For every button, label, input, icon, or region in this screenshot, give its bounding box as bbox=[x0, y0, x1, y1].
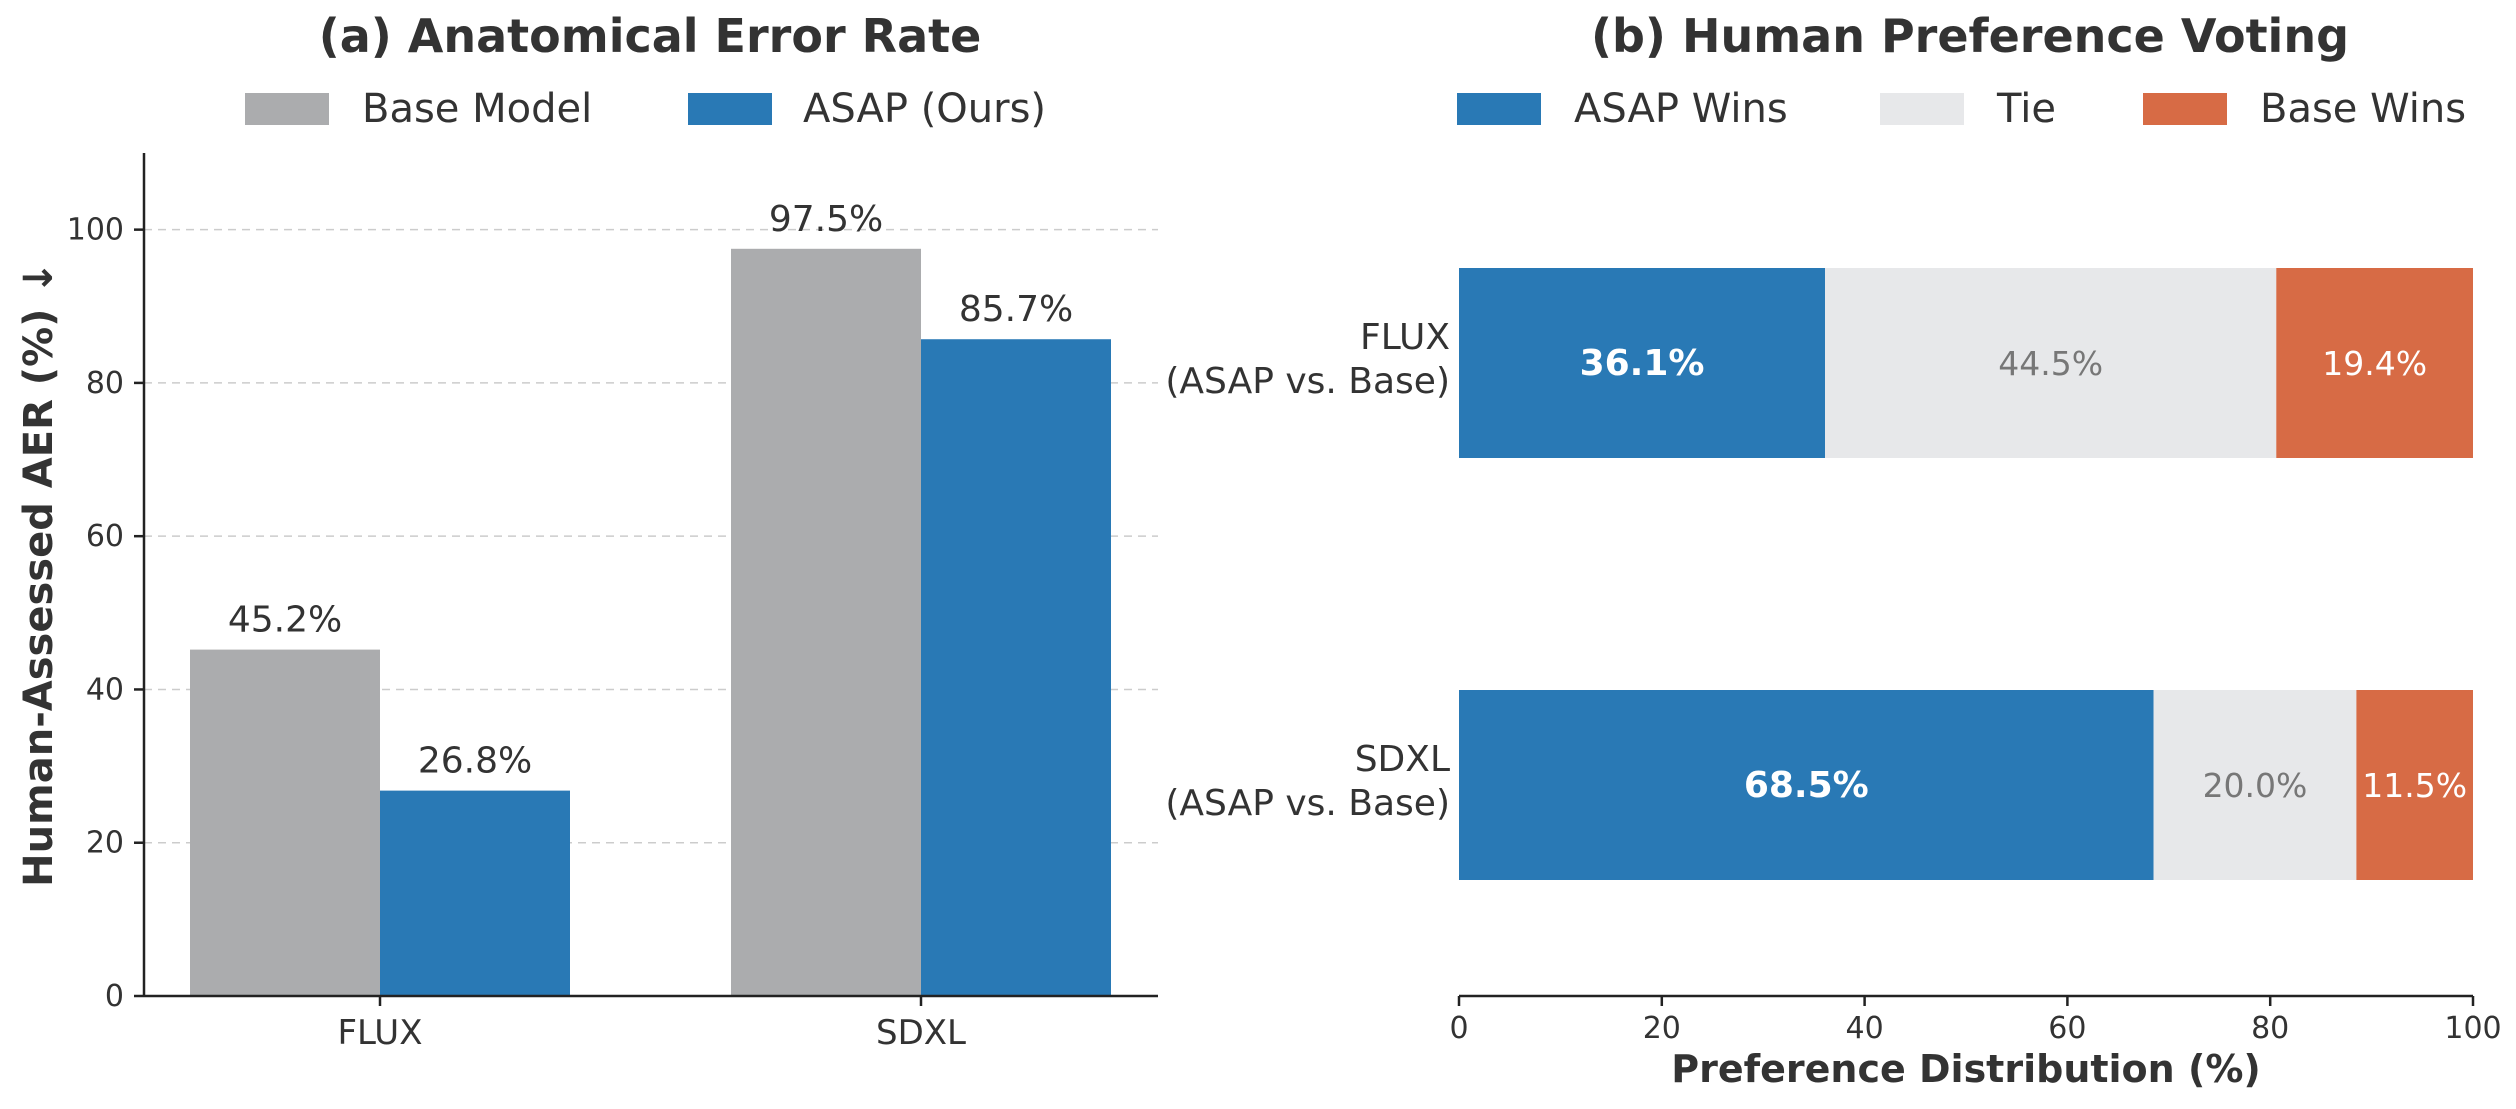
panel-b-x-axis-label: Preference Distribution (%) bbox=[1671, 1047, 2261, 1091]
panel-a-y-axis-label: Human-Assessed AER (%) ↓ bbox=[16, 261, 62, 887]
category-sublabel: (ASAP vs. Base) bbox=[1165, 783, 1450, 824]
x-tick-label: 40 bbox=[1846, 1011, 1884, 1046]
segment-value-label: 20.0% bbox=[2203, 766, 2308, 805]
segment-value-label: 44.5% bbox=[1998, 344, 2103, 383]
panel-a-legend: Base Model ASAP (Ours) bbox=[245, 86, 1046, 132]
segment-base-wins-flux bbox=[2276, 268, 2473, 458]
panel-b-x-ticks: 0 20 40 60 80 100 bbox=[1449, 996, 2502, 1046]
legend-swatch-tie bbox=[1880, 93, 1964, 125]
legend-label-asap-wins: ASAP Wins bbox=[1574, 86, 1788, 132]
segment-value-label: 36.1% bbox=[1580, 343, 1705, 384]
panel-a-bars bbox=[190, 248, 1111, 997]
segment-value-label: 68.5% bbox=[1744, 765, 1869, 806]
segment-value-label: 11.5% bbox=[2362, 766, 2467, 805]
bar-value-label: 85.7% bbox=[959, 289, 1073, 330]
y-tick-label: 60 bbox=[86, 519, 124, 554]
legend-label-asap: ASAP (Ours) bbox=[803, 86, 1046, 132]
x-tick-label: SDXL bbox=[876, 1013, 966, 1053]
legend-swatch-base-wins bbox=[2143, 93, 2227, 125]
segment-value-label: 19.4% bbox=[2322, 344, 2427, 383]
x-tick-label: 60 bbox=[2048, 1011, 2086, 1046]
legend-label-base-model: Base Model bbox=[362, 86, 592, 132]
segment-tie-sdxl bbox=[2153, 690, 2357, 880]
panel-b-title: (b) Human Preference Voting bbox=[1591, 9, 2349, 63]
panel-b-legend: ASAP Wins Tie Base Wins bbox=[1457, 86, 2466, 132]
y-tick-label: 100 bbox=[67, 213, 124, 248]
segment-asap-wins-flux bbox=[1459, 268, 1826, 458]
bar-base-model-flux bbox=[190, 649, 380, 996]
y-tick-label: 40 bbox=[86, 672, 124, 707]
legend-swatch-asap-wins bbox=[1457, 93, 1541, 125]
y-tick-label: 80 bbox=[86, 366, 124, 401]
x-tick-label: 100 bbox=[2444, 1011, 2501, 1046]
panel-b-category-labels: FLUX(ASAP vs. Base)SDXL(ASAP vs. Base) bbox=[1165, 317, 1450, 824]
bar-value-label: 45.2% bbox=[228, 600, 342, 641]
segment-asap-wins-sdxl bbox=[1459, 690, 2154, 880]
bar-asap-ours-flux bbox=[380, 790, 570, 996]
panel-b-human-preference-voting: (b) Human Preference Voting ASAP Wins Ti… bbox=[1165, 9, 2501, 1091]
bar-asap-ours-sdxl bbox=[921, 339, 1111, 997]
legend-swatch-base-model bbox=[245, 93, 329, 125]
legend-swatch-asap bbox=[688, 93, 772, 125]
category-label: FLUX bbox=[1360, 317, 1450, 358]
segment-tie-flux bbox=[1825, 268, 2277, 458]
x-tick-label: 0 bbox=[1449, 1011, 1468, 1046]
bar-value-label: 26.8% bbox=[418, 741, 532, 782]
x-tick-label: 20 bbox=[1643, 1011, 1681, 1046]
panel-a-x-ticks: FLUX SDXL bbox=[338, 996, 966, 1053]
legend-label-tie: Tie bbox=[1996, 86, 2056, 132]
category-label: SDXL bbox=[1355, 739, 1450, 780]
segment-base-wins-sdxl bbox=[2356, 690, 2473, 880]
y-tick-label: 20 bbox=[86, 826, 124, 861]
panel-a-title: (a) Anatomical Error Rate bbox=[319, 9, 982, 63]
x-tick-label: 80 bbox=[2251, 1011, 2289, 1046]
category-sublabel: (ASAP vs. Base) bbox=[1165, 361, 1450, 402]
bar-value-label: 97.5% bbox=[769, 199, 883, 240]
legend-label-base-wins: Base Wins bbox=[2260, 86, 2466, 132]
panel-a-y-ticks: 0 20 40 60 80 100 bbox=[67, 213, 144, 1014]
panel-a-anatomical-error-rate: (a) Anatomical Error Rate Base Model ASA… bbox=[16, 9, 1158, 1053]
panel-a-bar-labels: 45.2% 26.8% 97.5% 85.7% bbox=[228, 199, 1073, 782]
panel-b-bars bbox=[1459, 268, 2473, 880]
x-tick-label: FLUX bbox=[338, 1013, 423, 1053]
y-tick-label: 0 bbox=[105, 979, 124, 1014]
bar-base-model-sdxl bbox=[731, 248, 921, 996]
panel-b-segment-labels: 36.1% 44.5% 19.4% 68.5% 20.0% 11.5% bbox=[1580, 343, 2468, 806]
